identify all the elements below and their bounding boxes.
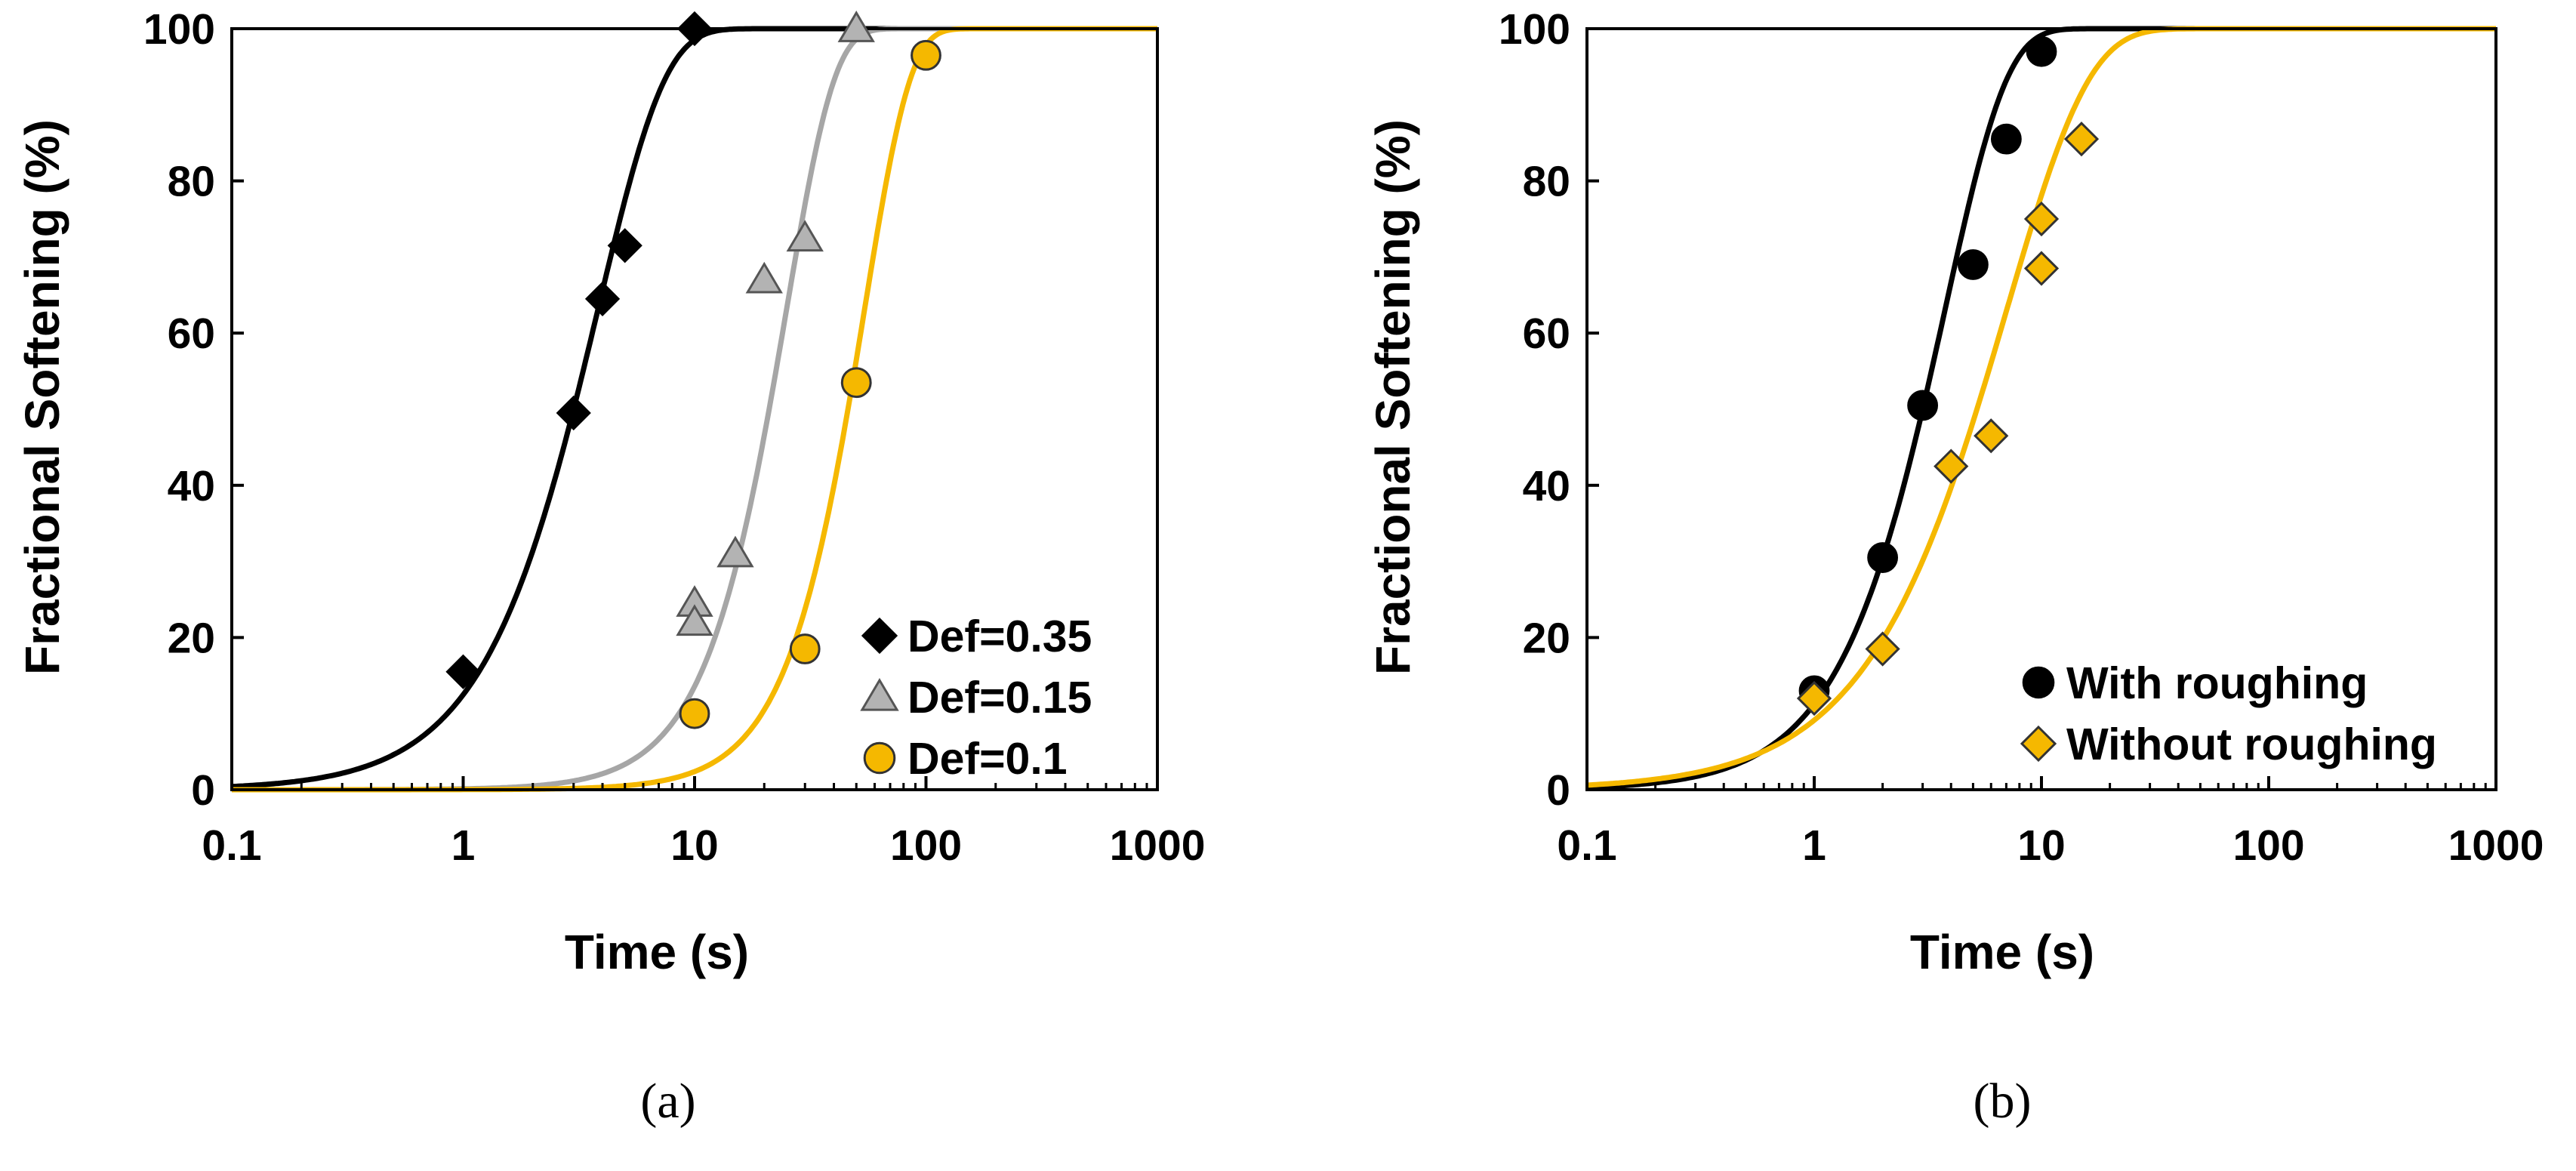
legend-label: Without roughing [2066,720,2437,769]
y-tick-label: 60 [168,310,215,358]
legend-label: Def=0.35 [907,612,1092,661]
y-tick-label: 60 [1523,310,1570,358]
y-tick-label: 80 [168,158,215,206]
y-tick-label: 20 [168,614,215,662]
legend-label: With roughing [2066,658,2368,708]
data-point [679,698,710,729]
legend-marker [2022,666,2055,699]
panel-b: Time (s) Fractional Softening (%) (b) 0 2… [1366,5,2544,1129]
data-point [2026,35,2057,67]
x-tick-label: 10 [670,821,718,870]
data-point [1957,249,1989,280]
panel-label-b: (b) [1974,1074,2032,1129]
x-tick-label: 1000 [1110,821,1206,870]
y-axis-title-b: Fractional Softening (%) [1366,119,1420,675]
legend-label: Def=0.15 [907,673,1092,723]
data-point [1934,448,1969,484]
x-axis-title-b: Time (s) [1910,925,2094,979]
legend-marker [861,617,898,655]
x-tick-label: 0.1 [202,821,261,870]
y-tick-label: 0 [191,766,215,815]
y-tick-label: 20 [1523,614,1570,662]
legend-marker [863,741,896,775]
legend-marker [2020,725,2057,763]
data-point [716,535,754,568]
y-tick-label: 80 [1523,158,1570,206]
data-point [1990,123,2022,155]
data-point [1974,418,2009,454]
data-point [445,654,481,689]
y-tick-label: 40 [168,462,215,510]
x-tick-label: 10 [2017,821,2065,870]
data-point [911,39,941,71]
x-tick-label: 1 [1802,821,1826,870]
data-point [1796,680,1832,716]
data-point [607,228,642,263]
y-tick-label: 40 [1523,462,1570,510]
data-point [1907,390,1939,421]
panel-a: Time (s) Fractional Softening (%) (a) 0 2… [15,5,1205,1129]
y-tick-label: 0 [1546,766,1570,815]
x-tick-label: 100 [2232,821,2304,870]
x-tick-label: 0.1 [1557,821,1616,870]
y-tick-label: 100 [143,5,215,54]
x-tick-label: 100 [890,821,962,870]
data-point [2023,201,2060,237]
data-point [789,633,821,664]
legend-label: Def=0.1 [907,734,1068,784]
data-point [676,604,713,636]
legend-marker [860,678,899,711]
data-point [786,220,824,252]
data-point [837,11,875,42]
data-point [2063,122,2100,157]
data-point [745,261,783,294]
x-tick-label: 1 [451,821,476,870]
data-point [584,281,621,316]
panel-label-a: (a) [640,1074,695,1129]
x-axis-title-a: Time (s) [565,925,749,979]
data-point [1865,631,1900,667]
x-tick-label: 1000 [2448,821,2544,870]
data-point [840,367,872,399]
data-point [676,11,713,47]
y-axis-title-a: Fractional Softening (%) [15,119,69,675]
y-tick-label: 100 [1499,5,1570,54]
data-point [1867,542,1899,573]
data-point [2023,251,2060,286]
data-point [556,395,591,431]
